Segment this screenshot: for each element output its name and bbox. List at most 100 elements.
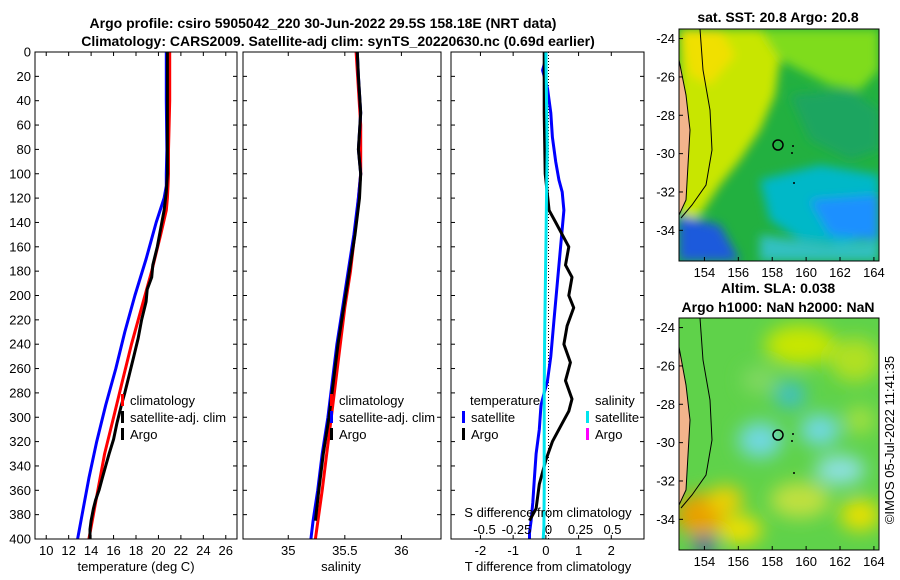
legend-swatch-t-satellite [462, 411, 465, 423]
legend-label-satellite: satellite-adj. clim [339, 410, 435, 425]
map-y-tick-label: -26 [656, 69, 675, 84]
legend-label-t-satellite: satellite [471, 410, 515, 425]
x-tick-label: 1 [575, 543, 582, 558]
sla-map-field [679, 318, 879, 550]
map-y-tick-label: -28 [656, 108, 675, 123]
sst-map-ticks: 154 156 158 160 162 164 -24 -26 -28 -30 -32 -34 [656, 31, 885, 280]
y-tick-label: 0 [24, 45, 31, 60]
series-line-t-argo [528, 52, 576, 522]
x-tick-label: 0 [542, 543, 549, 558]
map-y-tick-label: -28 [656, 397, 675, 412]
y-tick-label: 300 [9, 410, 31, 425]
y-tick-label: 60 [17, 118, 31, 133]
legend-label-argo: Argo [130, 427, 157, 442]
x-tick-label: 24 [196, 543, 210, 558]
y-tick-label: 380 [9, 507, 31, 522]
y-tick-label: 260 [9, 361, 31, 376]
legend-label-argo: Argo [339, 427, 366, 442]
legend-heading-salinity: salinity [595, 393, 635, 408]
legend-label-climatology: climatology [339, 393, 405, 408]
map-x-tick-label: 158 [761, 265, 783, 280]
map-x-tick-label: 164 [863, 265, 885, 280]
series-line-argo [313, 52, 363, 521]
s-diff-tick-label: -0.5 [473, 522, 495, 537]
sst-map-box [678, 28, 880, 262]
temperature-legend: climatology satellite-adj. clim Argo [121, 393, 226, 442]
legend-swatch-climatology [121, 394, 124, 406]
figure-title-line2: Climatology: CARS2009. Satellite-adj cli… [81, 33, 595, 49]
sla-argo-marker [772, 429, 784, 441]
temperature-axes-box [34, 51, 238, 540]
y-tick-label: 320 [9, 434, 31, 449]
legend-heading-temperature: temperature [470, 393, 540, 408]
map-x-tick-label: 162 [829, 265, 851, 280]
sst-color-blobs [679, 29, 879, 261]
salinity-legend: climatology satellite-adj. clim Argo [330, 393, 435, 442]
salinity-lines [309, 52, 363, 539]
temperature-lines [76, 52, 172, 539]
map-x-tick-label: 162 [829, 554, 851, 569]
series-line-climatology [87, 52, 172, 539]
map-y-tick-label: -32 [656, 184, 675, 199]
x-tick-label: 14 [84, 543, 98, 558]
y-tick-label: 280 [9, 385, 31, 400]
legend-swatch-climatology [330, 394, 333, 406]
map-x-tick-label: 164 [863, 554, 885, 569]
x-tick-label: 26 [219, 543, 233, 558]
salinity-panel: 35 35.5 36 salinity climatology satellite-… [242, 51, 442, 574]
difference-axes-box [450, 51, 645, 540]
x-tick-label: 2 [608, 543, 615, 558]
series-line-s-satellite [541, 52, 549, 539]
legend-label-s-satellite: satellite [595, 410, 639, 425]
legend-swatch-s-satellite [586, 411, 589, 423]
map-x-tick-label: 160 [795, 554, 817, 569]
x-tick-label: 10 [39, 543, 53, 558]
salinity-xlabel: salinity [321, 559, 361, 574]
s-diff-tick-label: -0.25 [502, 522, 532, 537]
temperature-xlabel: temperature (deg C) [77, 559, 194, 574]
series-line-satellite-adj-clim [309, 52, 363, 539]
y-tick-label: 140 [9, 215, 31, 230]
imos-timestamp-label: ©IMOS 05-Jul-2022 11:41:35 [882, 356, 897, 524]
s-diff-tick-label: 0.5 [603, 522, 621, 537]
map-x-tick-label: 160 [795, 265, 817, 280]
temperature-panel: 0 20 40 60 80 100 120 140 160 180 200 220 240 260 280 3… [9, 45, 238, 574]
map-x-tick-label: 154 [694, 265, 716, 280]
difference-top-xlabel: S difference from climatology [464, 505, 632, 520]
y-tick-label: 100 [9, 166, 31, 181]
sla-map-box [678, 317, 880, 551]
salinity-difference-ticks: -0.5 -0.25 0 0.25 0.5 [473, 522, 621, 537]
sst-map-title: sat. SST: 20.8 Argo: 20.8 [697, 9, 859, 25]
legend-swatch-s-argo [586, 428, 589, 440]
x-tick-label: 35.5 [332, 543, 357, 558]
x-tick-label: 35 [281, 543, 295, 558]
map-x-tick-label: 156 [727, 265, 749, 280]
map-x-tick-label: 154 [694, 554, 716, 569]
map-y-tick-label: -34 [656, 223, 675, 238]
map-x-tick-label: 156 [727, 554, 749, 569]
y-tick-label: 80 [17, 142, 31, 157]
x-tick-label: 16 [106, 543, 120, 558]
x-tick-label: 20 [151, 543, 165, 558]
x-tick-label: -1 [507, 543, 519, 558]
series-line-argo [88, 52, 169, 539]
difference-panel: -2 -1 0 1 2 T difference from climatology S … [450, 51, 645, 574]
legend-label-t-argo: Argo [471, 427, 498, 442]
x-tick-label: 36 [394, 543, 408, 558]
y-tick-label: 200 [9, 288, 31, 303]
legend-swatch-satellite [330, 411, 333, 423]
legend-swatch-satellite [121, 411, 124, 423]
legend-label-climatology: climatology [130, 393, 196, 408]
sst-bathymetry-contour [680, 29, 713, 219]
x-tick-label: 18 [129, 543, 143, 558]
sla-map-title-line1: Altim. SLA: 0.038 [721, 280, 836, 296]
sla-map-title-line2: Argo h1000: NaN h2000: NaN [682, 299, 875, 315]
y-tick-label: 340 [9, 458, 31, 473]
y-tick-label: 180 [9, 264, 31, 279]
difference-legend-temperature: temperature satellite Argo [462, 393, 540, 442]
legend-label-satellite: satellite-adj. clim [130, 410, 226, 425]
map-y-tick-label: -24 [656, 31, 675, 46]
difference-xlabel: T difference from climatology [465, 559, 632, 574]
sla-coastline [679, 346, 691, 506]
